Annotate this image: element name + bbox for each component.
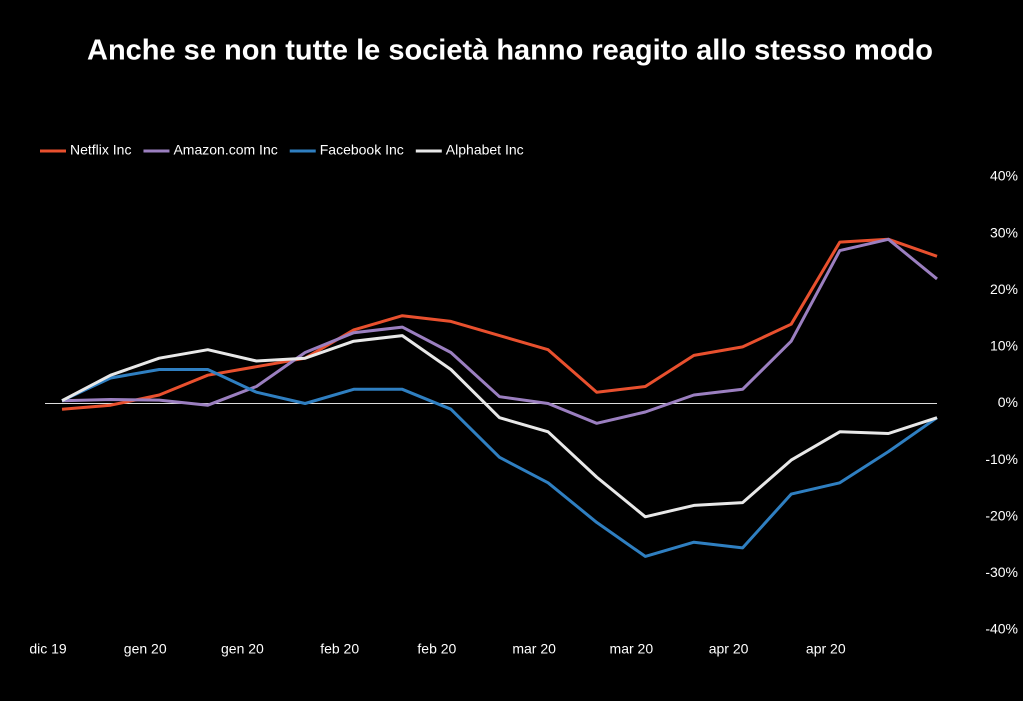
x-tick-label: apr 20 [806, 641, 846, 657]
y-tick-label: 40% [990, 168, 1018, 184]
legend-label: Facebook Inc [320, 142, 404, 158]
series-line [61, 237, 938, 425]
x-tick-label: gen 20 [221, 641, 264, 657]
y-tick-label: 10% [990, 338, 1018, 354]
x-tick-label: apr 20 [709, 641, 749, 657]
legend-label: Alphabet Inc [446, 142, 524, 158]
x-tick-label: dic 19 [29, 641, 67, 657]
x-tick-label: feb 20 [320, 641, 359, 657]
y-tick-label: -30% [985, 564, 1018, 580]
y-tick-label: -10% [985, 451, 1018, 467]
legend-label: Amazon.com Inc [173, 142, 277, 158]
chart-title: Anche se non tutte le società hanno reag… [87, 35, 933, 67]
y-tick-label: -20% [985, 507, 1018, 523]
x-tick-label: mar 20 [512, 641, 556, 657]
y-tick-label: -40% [985, 621, 1018, 637]
y-tick-label: 20% [990, 281, 1018, 297]
x-tick-label: gen 20 [124, 641, 167, 657]
x-tick-label: feb 20 [417, 641, 456, 657]
series-line [61, 237, 938, 411]
legend-label: Netflix Inc [70, 142, 131, 158]
series-line [61, 368, 938, 558]
y-tick-label: 30% [990, 224, 1018, 240]
x-tick-label: mar 20 [610, 641, 654, 657]
y-tick-label: 0% [998, 394, 1018, 410]
series-line [61, 334, 938, 519]
